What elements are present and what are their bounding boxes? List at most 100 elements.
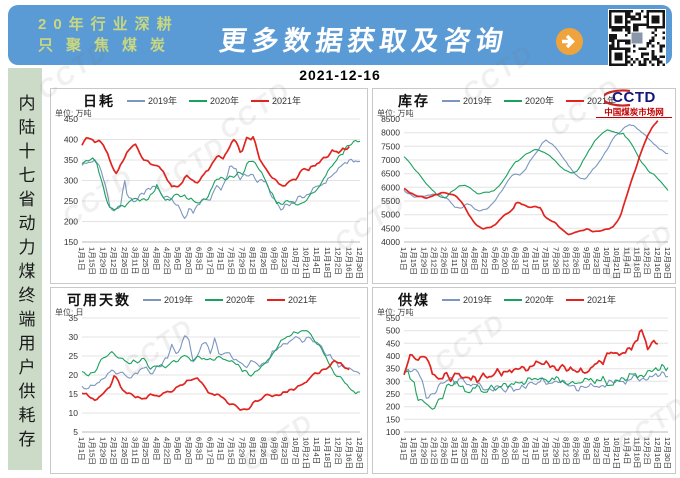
svg-text:4500: 4500 (381, 223, 400, 233)
svg-text:8月12日: 8月12日 (562, 437, 571, 465)
chart-plot: 150 200 250 300 350 400 450 1月1日 1月15日 1月29日 2月12日… (64, 114, 364, 279)
svg-text:300: 300 (64, 176, 78, 186)
chart-header: 供煤 2019年 2020年 2021年 (373, 291, 675, 308)
legend-item: 2021年 (251, 94, 301, 107)
svg-text:4月22日: 4月22日 (163, 247, 172, 275)
chart-title: 日耗 (82, 92, 115, 109)
cctd-logo: CCTD 中国煤炭市场网 (596, 89, 672, 118)
legend-swatch (566, 298, 585, 301)
svg-text:8月26日: 8月26日 (259, 437, 268, 465)
svg-text:5月20日: 5月20日 (184, 437, 193, 465)
svg-text:350: 350 (64, 155, 78, 165)
svg-text:1月1日: 1月1日 (399, 247, 408, 271)
svg-text:9月23日: 9月23日 (280, 437, 289, 465)
chart-plot: 4000 4500 5000 5500 6000 6500 7000 7500 8000 8500… (381, 114, 672, 279)
legend-item: 2021年 (267, 293, 317, 306)
legend-item: 2021年 (566, 94, 616, 107)
svg-text:2月12日: 2月12日 (109, 247, 118, 275)
svg-text:7月1日: 7月1日 (531, 247, 540, 271)
svg-text:3月11日: 3月11日 (131, 247, 140, 274)
svg-text:9月9日: 9月9日 (582, 247, 591, 271)
svg-text:12月16日: 12月16日 (653, 437, 662, 469)
svg-text:9月23日: 9月23日 (280, 247, 289, 275)
svg-text:35: 35 (69, 313, 79, 323)
svg-text:8500: 8500 (381, 114, 400, 124)
cctd-swoosh-icon (604, 89, 631, 107)
chart-panel-available-days: 可用天数 2019年 2020年 2021年 单位: 日 5 10 15 20 25 30 35 1月1… (50, 287, 368, 474)
legend-item: 2021年 (566, 293, 616, 306)
svg-text:6月17日: 6月17日 (205, 247, 214, 275)
svg-text:100: 100 (386, 427, 400, 437)
svg-text:500: 500 (386, 326, 400, 336)
legend-item: 2020年 (188, 94, 239, 107)
svg-text:10: 10 (69, 408, 79, 418)
legend-swatch (441, 298, 460, 301)
svg-text:7月1日: 7月1日 (531, 437, 540, 461)
legend-item: 2019年 (126, 94, 177, 107)
svg-text:7月15日: 7月15日 (541, 437, 550, 465)
svg-text:4000: 4000 (381, 237, 400, 247)
svg-text:5000: 5000 (381, 210, 400, 220)
svg-text:1月29日: 1月29日 (419, 247, 428, 275)
svg-text:10月21日: 10月21日 (302, 247, 311, 279)
svg-text:250: 250 (64, 196, 78, 206)
chart-plot: 5 10 15 20 25 30 35 1月1日 1月15日 1月29日 2月12日 2月26日 3月1… (69, 313, 364, 469)
svg-text:450: 450 (64, 114, 78, 124)
svg-text:5月6日: 5月6日 (490, 247, 499, 271)
legend-swatch (188, 99, 207, 102)
svg-text:200: 200 (386, 402, 400, 412)
svg-text:3月11日: 3月11日 (131, 437, 140, 464)
svg-text:8月12日: 8月12日 (248, 437, 257, 465)
svg-text:8月12日: 8月12日 (248, 247, 257, 275)
svg-text:550: 550 (386, 313, 400, 323)
svg-text:400: 400 (64, 135, 78, 145)
svg-text:1月15日: 1月15日 (409, 247, 418, 275)
svg-text:2月26日: 2月26日 (440, 437, 449, 465)
legend-item: 2019年 (142, 293, 193, 306)
cctd-logo-text: CCTD (612, 89, 656, 106)
chart-panel-inventory: CCTD 中国煤炭市场网 库存 2019年 2020年 2021年 单位: 万吨 4000… (372, 88, 676, 284)
tagline-line1: 20年行业深耕 (38, 16, 179, 33)
svg-text:10月7日: 10月7日 (291, 437, 300, 465)
svg-text:1月1日: 1月1日 (399, 437, 408, 461)
qr-code (608, 9, 666, 67)
svg-text:12月2日: 12月2日 (334, 437, 343, 465)
svg-text:7月29日: 7月29日 (551, 247, 560, 275)
svg-text:15: 15 (69, 389, 79, 399)
svg-text:400: 400 (386, 351, 400, 361)
svg-text:12月30日: 12月30日 (355, 437, 364, 469)
legend-swatch (503, 99, 522, 102)
legend-item: 2020年 (503, 293, 554, 306)
svg-text:1月29日: 1月29日 (98, 247, 107, 275)
svg-text:7月1日: 7月1日 (216, 437, 225, 461)
svg-text:5500: 5500 (381, 196, 400, 206)
svg-text:9月9日: 9月9日 (582, 437, 591, 461)
legend-swatch (204, 298, 223, 301)
legend-swatch (566, 99, 585, 102)
svg-text:7月15日: 7月15日 (227, 247, 236, 275)
svg-text:7月15日: 7月15日 (227, 437, 236, 465)
svg-text:6000: 6000 (381, 182, 400, 192)
svg-text:6月3日: 6月3日 (511, 437, 520, 461)
chart-title: 可用天数 (66, 291, 131, 308)
svg-text:5月6日: 5月6日 (490, 437, 499, 461)
svg-text:6月3日: 6月3日 (195, 247, 204, 271)
svg-text:11月4日: 11月4日 (622, 247, 631, 274)
svg-text:350: 350 (386, 364, 400, 374)
chart-header: 库存 2019年 2020年 2021年 (373, 92, 675, 109)
svg-text:6月17日: 6月17日 (521, 247, 530, 275)
legend-item: 2020年 (503, 94, 554, 107)
svg-text:20: 20 (69, 370, 79, 380)
axis-unit-label: 单位: 万吨 (55, 109, 92, 118)
chart-header: 日耗 2019年 2020年 2021年 (51, 92, 367, 109)
legend-swatch (126, 99, 145, 102)
arrow-right-icon (556, 28, 583, 55)
svg-text:450: 450 (386, 338, 400, 348)
legend-swatch (251, 99, 270, 102)
legend-swatch (267, 298, 286, 301)
svg-text:8月26日: 8月26日 (259, 247, 268, 275)
svg-text:7月29日: 7月29日 (237, 247, 246, 275)
svg-text:6月3日: 6月3日 (195, 437, 204, 461)
legend-item: 2020年 (204, 293, 255, 306)
